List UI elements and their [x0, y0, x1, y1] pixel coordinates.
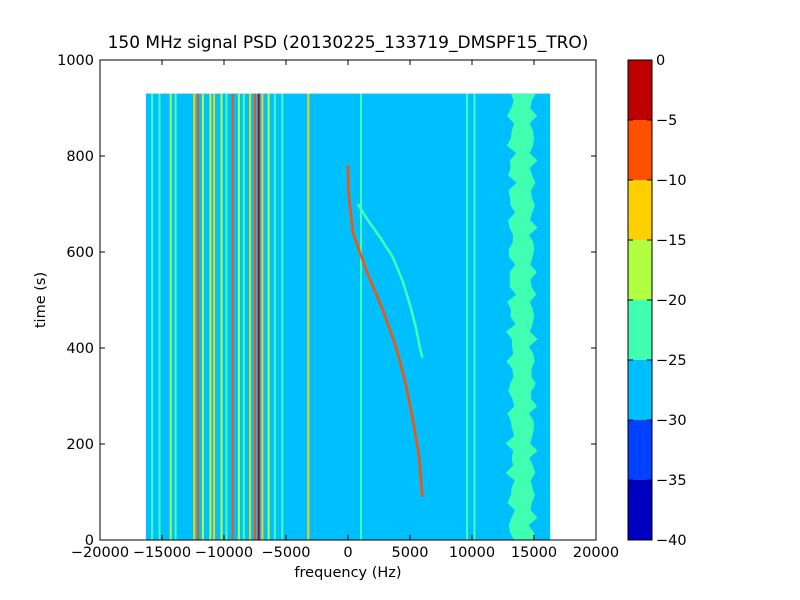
x-tick-label: 10000 [449, 545, 495, 561]
doppler-trace [346, 165, 424, 497]
colorbar-bin [628, 360, 652, 420]
heatmap-background [145, 93, 551, 540]
colorbar-tick-label: −30 [656, 413, 687, 429]
heatmap-image [145, 93, 551, 540]
y-axis-ticks: 0 200 400 600 800 1000 [57, 53, 596, 549]
y-tick-label: 400 [66, 341, 94, 357]
y-tick-label: 600 [66, 245, 94, 261]
colorbar-tick-label: −35 [656, 473, 687, 489]
x-axis-label: frequency (Hz) [294, 565, 401, 581]
colorbar-bin [628, 300, 652, 360]
x-axis-ticks: −20000 −15000 −10000 −5000 0 5000 10000 15000 20… [71, 60, 619, 561]
plot-area: −20000 −15000 −10000 −5000 0 5000 10000 15000 20… [57, 53, 619, 561]
colorbar-bin [628, 240, 652, 300]
chart-title: 150 MHz signal PSD (20130225_133719_DMSP… [108, 33, 589, 53]
y-tick-label: 1000 [57, 53, 94, 69]
y-tick-label: 800 [66, 149, 94, 165]
colorbar-bin [628, 480, 652, 540]
x-tick-label: 20000 [573, 545, 619, 561]
colorbar-tick-label: −10 [656, 173, 687, 189]
colorbar-tick-label: −20 [656, 293, 687, 309]
colorbar: 0 −5 −10 −15 −20 −25 −30 −35 −40 [627, 53, 687, 549]
colorbar-tick-label: 0 [656, 53, 665, 69]
x-tick-label: 15000 [511, 545, 557, 561]
x-tick-label: 5000 [392, 545, 429, 561]
colorbar-tick-label: −15 [656, 233, 687, 249]
x-tick-label: −10000 [195, 545, 253, 561]
colorbar-tick-label: −40 [656, 533, 687, 549]
doppler-trace [356, 203, 424, 358]
colorbar-bin [628, 180, 652, 240]
y-tick-label: 200 [66, 437, 94, 453]
colorbar-bin [628, 120, 652, 180]
noise-band [505, 93, 538, 540]
y-tick-label: 0 [85, 533, 94, 549]
colorbar-tick-label: −5 [656, 113, 677, 129]
x-tick-label: −20000 [71, 545, 129, 561]
colorbar-bin [628, 420, 652, 480]
y-axis-label: time (s) [33, 272, 49, 328]
x-tick-label: 0 [343, 545, 352, 561]
colorbar-tick-label: −25 [656, 353, 687, 369]
colorbar-bin [628, 60, 652, 120]
x-tick-label: −5000 [261, 545, 310, 561]
x-tick-label: −15000 [133, 545, 191, 561]
